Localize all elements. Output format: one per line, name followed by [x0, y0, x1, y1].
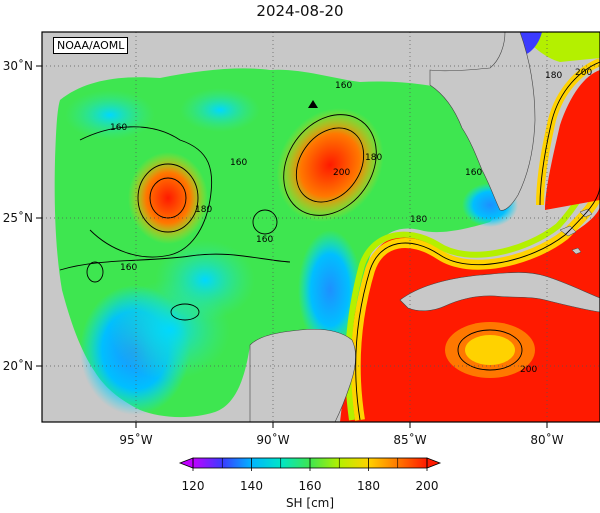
- atlantic-northeast: [520, 32, 600, 62]
- lat-tick-label: 25˚N: [3, 210, 33, 225]
- map-title: 2024-08-20: [256, 2, 344, 20]
- loop-current-band-2: [345, 158, 600, 421]
- contour-label: 160: [256, 235, 273, 245]
- contour-label: 160: [335, 81, 352, 91]
- warm-eddy-loop: [276, 108, 384, 222]
- map-frame: [41, 31, 600, 423]
- contour-label: 160: [110, 123, 127, 133]
- cuba: [399, 272, 600, 313]
- florida-current: [545, 70, 600, 210]
- colorbar-min-arrow: [178, 457, 194, 469]
- colorbar-label: SH [cm]: [285, 496, 335, 510]
- lon-tick-label: 80˚W: [530, 432, 563, 447]
- colorbar-tick-label: 200: [416, 479, 439, 493]
- low-central: [298, 230, 362, 350]
- florida-peninsula: [429, 32, 536, 211]
- contour-label: 180: [365, 153, 382, 163]
- low-southcentral: [155, 240, 255, 320]
- contour-label: 180: [195, 205, 212, 215]
- lon-tick-labels: 95˚W 90˚W 85˚W 80˚W: [119, 432, 563, 447]
- lat-tick-labels: 30˚N 25˚N 20˚N: [3, 58, 33, 373]
- yucatan: [249, 329, 356, 422]
- axis-ticks: [36, 65, 548, 428]
- contour-label: 180: [545, 71, 562, 81]
- low-northcentral: [180, 88, 260, 132]
- lat-tick-label: 20˚N: [3, 358, 33, 373]
- graticule: [42, 32, 600, 422]
- colorbar-tick-label: 180: [357, 479, 380, 493]
- colorbar-ticks: 120 140 160 180 200: [182, 458, 439, 493]
- lat-tick-label: 30˚N: [3, 58, 33, 73]
- colorbar-max-arrow: [426, 457, 442, 469]
- caribbean-warm: [340, 205, 600, 422]
- warm-eddy-west: [128, 152, 208, 244]
- contour-labels: 160 160 160 160 160 160 180 180 180 180 …: [110, 68, 592, 375]
- lon-tick-label: 90˚W: [256, 432, 289, 447]
- contour-label: 200: [575, 68, 592, 78]
- credit-label: NOAA/AOML: [53, 37, 129, 54]
- contour-label: 180: [410, 215, 427, 225]
- buoy-marker: [308, 100, 318, 108]
- contour-label: 160: [465, 168, 482, 178]
- colorbar-tick-label: 140: [240, 479, 263, 493]
- colorbar-tick-label: 160: [299, 479, 322, 493]
- contour-label: 160: [230, 158, 247, 168]
- contour-label: 200: [520, 365, 537, 375]
- lon-tick-label: 95˚W: [119, 432, 152, 447]
- lon-tick-label: 85˚W: [393, 432, 426, 447]
- low-northwest: [65, 90, 155, 140]
- contour-label: 200: [333, 168, 350, 178]
- contour-label: 160: [120, 263, 137, 273]
- warm-eddy-caribbean-core: [465, 335, 515, 365]
- contours: [59, 61, 600, 421]
- colorbar-tick-label: 120: [182, 479, 205, 493]
- colorbar: 120 140 160 180 200: [178, 457, 442, 493]
